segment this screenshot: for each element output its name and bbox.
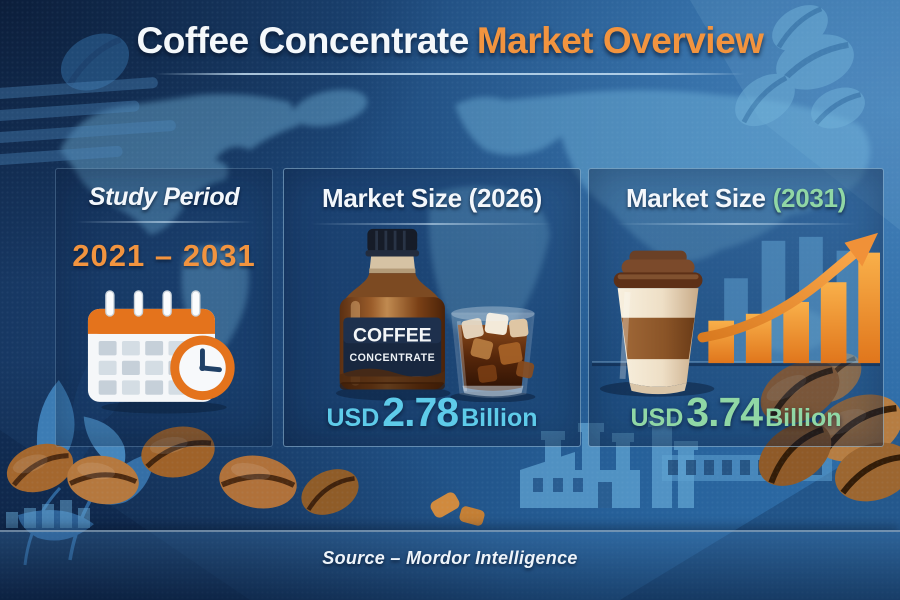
currency-label: USD (630, 404, 684, 432)
market-size-2031-label: Market Size (2031) (595, 183, 877, 214)
study-period-range: 2021 – 2031 (72, 237, 256, 273)
panel-market-size-2031: Market Size (2031) (588, 168, 884, 447)
bean-silhouettes-top-right (735, 5, 865, 129)
page-title: Coffee Concentrate Market Overview (0, 20, 900, 62)
stripes-top-left (0, 77, 176, 166)
panel-divider (615, 223, 857, 225)
bottle-label-line1: COFFEE (353, 324, 432, 346)
growth-bars-icon (708, 252, 880, 363)
panel-study-period: Study Period 2021 – 2031 (55, 168, 273, 447)
panel-divider (310, 223, 554, 225)
unit-label: Billion (461, 404, 538, 432)
panel-market-size-2026: Market Size (2026) (283, 168, 581, 447)
amount: 2.78 (382, 389, 459, 435)
iced-coffee-glass-icon (451, 305, 535, 398)
amount: 3.74 (686, 389, 763, 435)
takeaway-coffee-cup-icon (599, 250, 715, 397)
study-period-label: Study Period (88, 183, 240, 211)
calendar-clock-icon (87, 289, 235, 414)
label-main: Market Size (625, 183, 766, 213)
title-main: Coffee Concentrate (136, 20, 470, 61)
source-text: Source – Mordor Intelligence (322, 548, 578, 568)
market-size-2031-value: USD3.74 Billion (589, 389, 883, 436)
bottle-label-line2: CONCENTRATE (349, 351, 435, 363)
currency-label: USD (326, 404, 380, 432)
coffee-cup-growth-chart-illustration (592, 232, 880, 397)
footer: Source – Mordor Intelligence (0, 530, 900, 600)
bean-silhouette-top-left (60, 33, 130, 91)
header: Coffee Concentrate Market Overview (0, 20, 900, 75)
growth-arrow-icon (697, 232, 879, 342)
title-accent: Market Overview (476, 20, 764, 61)
panel-divider (75, 221, 253, 223)
label-year: (2031) (772, 183, 847, 213)
coffee-concentrate-bottle-icon: COFFEE CONCENTRATE (339, 228, 445, 389)
title-underline (155, 73, 745, 75)
market-size-2026-value: USD2.78 Billion (284, 389, 580, 436)
unit-label: Billion (765, 404, 842, 432)
market-size-2026-label: Market Size (2026) (321, 183, 543, 213)
coffee-bottle-and-glass-illustration: COFFEE CONCENTRATE (336, 228, 536, 402)
coffee-beans-bottom-left-icon (6, 426, 485, 526)
coffee-beans-bottom-right-icon (758, 353, 900, 502)
